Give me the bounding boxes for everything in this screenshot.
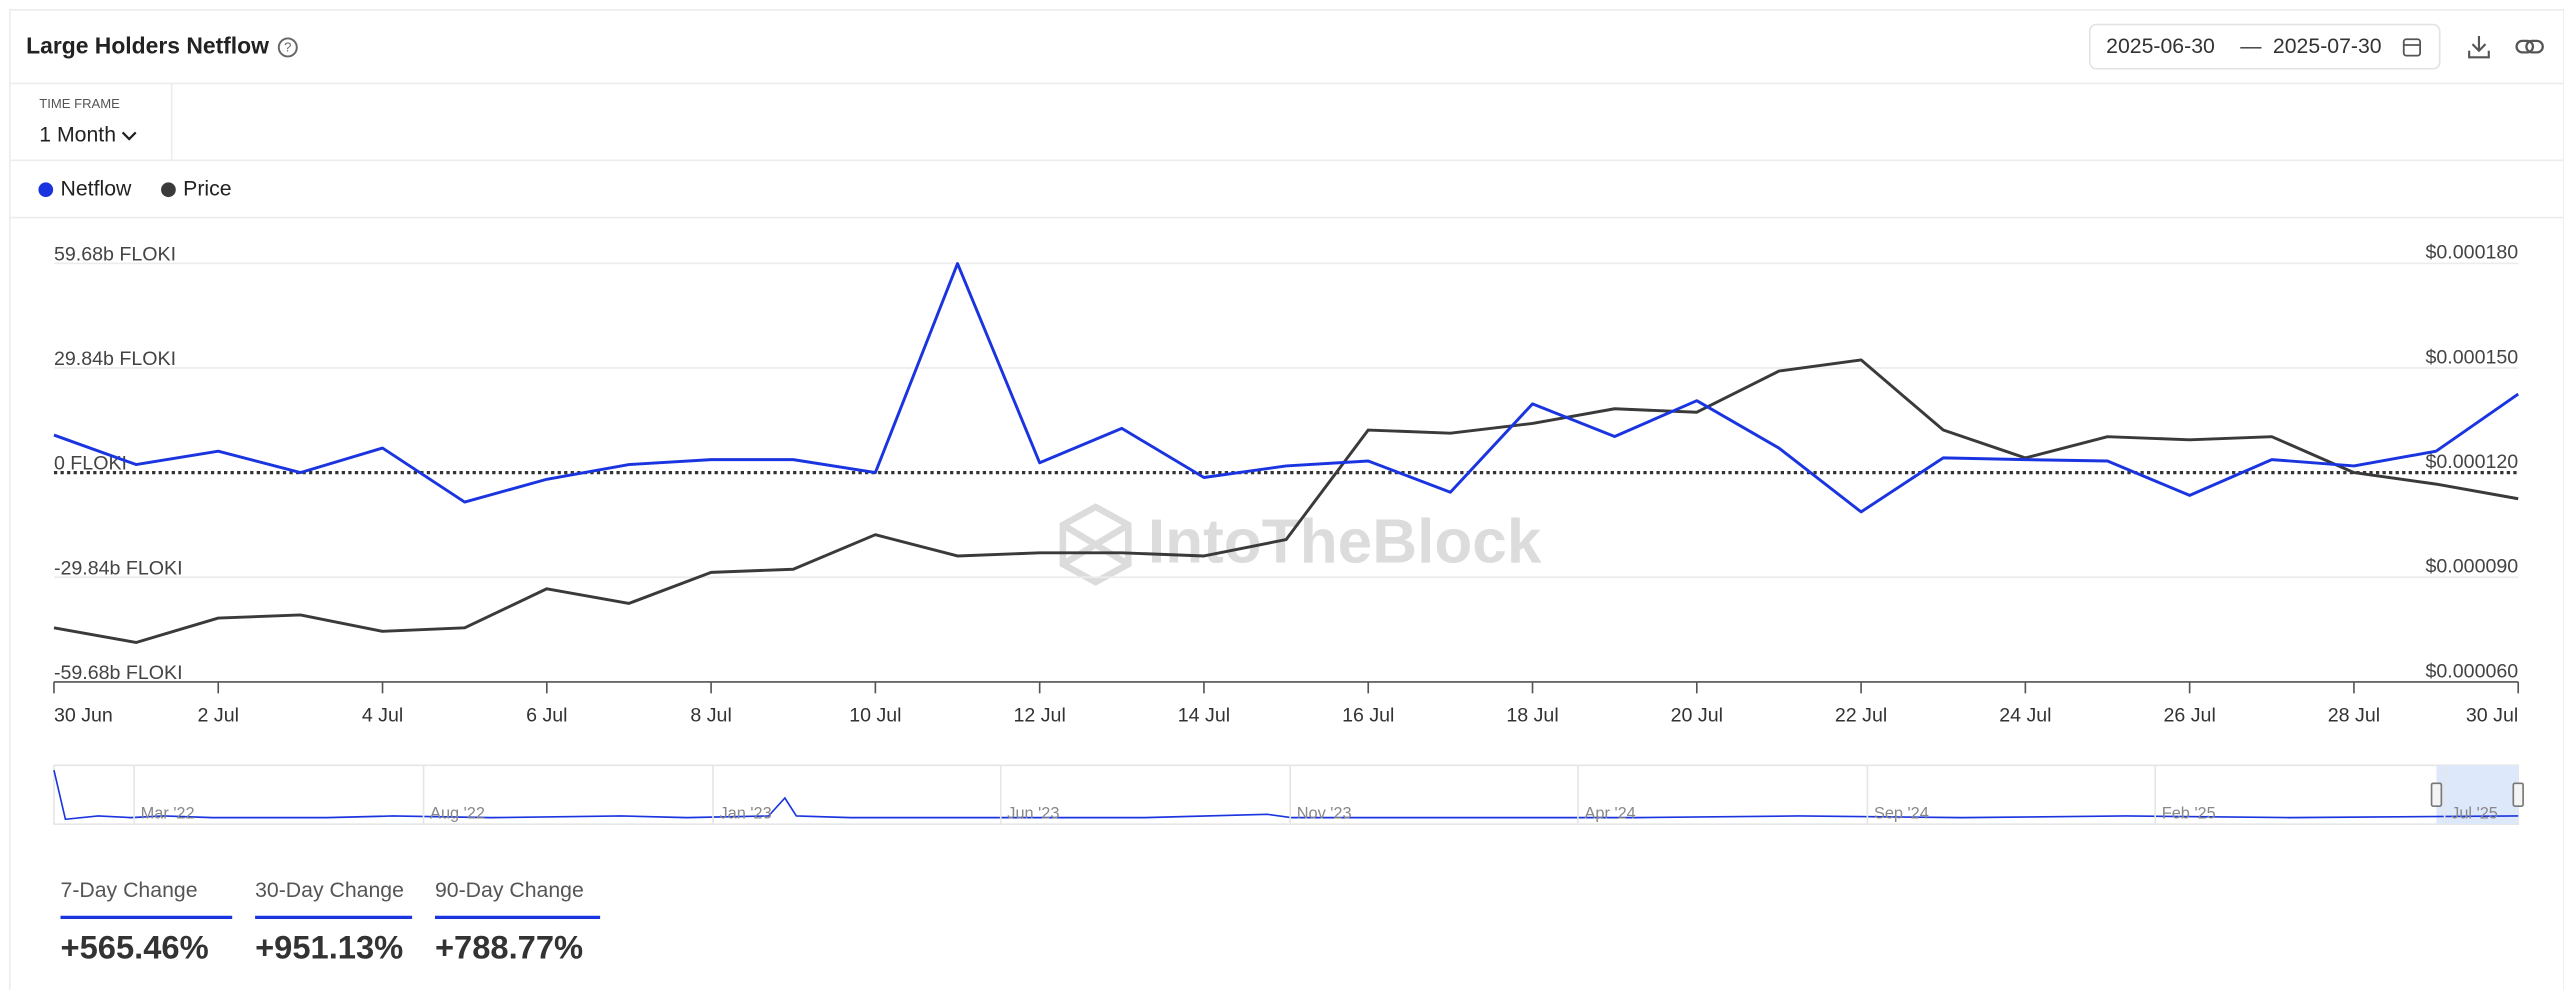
series-line <box>53 262 2520 514</box>
x-tick-label: 10 Jul <box>849 704 901 726</box>
legend-label[interactable]: Price <box>183 176 231 200</box>
stat-label[interactable]: 90-Day Change <box>435 878 584 902</box>
y-tick-label: 59.68b FLOKI <box>54 243 176 265</box>
navigator-label: Jun '23 <box>1007 805 1059 823</box>
y-tick-label: 29.84b FLOKI <box>54 348 176 370</box>
watermark-text: IntoTheBlock <box>1148 508 1542 577</box>
time-frame-label: TIME FRAME <box>39 96 120 111</box>
time-frame-value[interactable]: 1 Month <box>39 122 116 146</box>
y-tick-label: -29.84b FLOKI <box>54 557 183 579</box>
navigator-label: Jan '23 <box>719 805 771 823</box>
x-tick-label: 20 Jul <box>1671 704 1723 726</box>
date-range[interactable] <box>2088 23 2441 70</box>
y2-tick-label: $0.000090 <box>2426 556 2519 578</box>
x-tick-label: 30 Jun <box>54 704 113 726</box>
x-tick-label: 16 Jul <box>1342 704 1394 726</box>
x-tick-label: 22 Jul <box>1835 704 1887 726</box>
legend-label[interactable]: Netflow <box>61 176 133 200</box>
x-tick-label: 8 Jul <box>690 704 731 726</box>
stat-value: +788.77% <box>435 929 583 966</box>
navigator-label: Nov '23 <box>1297 805 1352 823</box>
watermark <box>1059 503 1132 586</box>
x-tick-label: 2 Jul <box>198 704 239 726</box>
svg-text:?: ? <box>284 40 291 55</box>
navigator-handle[interactable] <box>2512 782 2524 807</box>
legend-swatch[interactable] <box>38 182 54 198</box>
navigator-label: Aug '22 <box>430 805 485 823</box>
navigator-label: Jul '25 <box>2451 805 2498 823</box>
y2-tick-label: $0.000060 <box>2426 660 2519 682</box>
date-end[interactable]: 2025-07-30 <box>2273 34 2382 58</box>
dropdown-chevron[interactable] <box>121 131 137 141</box>
stat-label[interactable]: 7-Day Change <box>61 878 198 902</box>
x-tick-label: 26 Jul <box>2163 704 2215 726</box>
calendar-icon[interactable] <box>2402 38 2422 57</box>
x-tick-label: 6 Jul <box>526 704 567 726</box>
navigator-label: Sep '24 <box>1874 805 1929 823</box>
help-icon[interactable]: ? <box>277 37 298 58</box>
navigator-label: Apr '24 <box>1585 805 1636 823</box>
y2-tick-label: $0.000180 <box>2426 242 2519 264</box>
x-tick-label: 28 Jul <box>2328 704 2380 726</box>
stat-label[interactable]: 30-Day Change <box>255 878 404 902</box>
legend-swatch[interactable] <box>161 182 176 198</box>
x-tick-label: 4 Jul <box>362 704 403 726</box>
navigator-line <box>53 770 2519 821</box>
date-separator: — <box>2240 34 2262 58</box>
x-tick-label: 12 Jul <box>1013 704 1065 726</box>
card <box>8 9 2564 990</box>
y-tick-label: -59.68b FLOKI <box>54 662 183 684</box>
x-tick-label: 30 Jul <box>2466 704 2518 726</box>
series-line <box>53 358 2519 644</box>
title: Large Holders Netflow <box>26 32 269 58</box>
navigator-label: Mar '22 <box>141 805 195 823</box>
y-tick-label: 0 FLOKI <box>54 453 127 475</box>
y2-tick-label: $0.000120 <box>2426 451 2519 473</box>
navigator-label: Feb '25 <box>2162 805 2216 823</box>
date-start[interactable]: 2025-06-30 <box>2106 34 2215 58</box>
stat-value: +565.46% <box>61 929 209 966</box>
y2-tick-label: $0.000150 <box>2426 346 2519 368</box>
x-tick-label: 24 Jul <box>1999 704 2051 726</box>
stat-value: +951.13% <box>255 929 403 966</box>
download-icon[interactable] <box>2468 35 2490 59</box>
navigator-selection[interactable] <box>2436 765 2519 825</box>
navigator-handle[interactable] <box>2430 782 2443 807</box>
link-icon[interactable] <box>2515 39 2544 54</box>
x-tick-label: 14 Jul <box>1178 704 1230 726</box>
x-tick-label: 18 Jul <box>1506 704 1558 726</box>
